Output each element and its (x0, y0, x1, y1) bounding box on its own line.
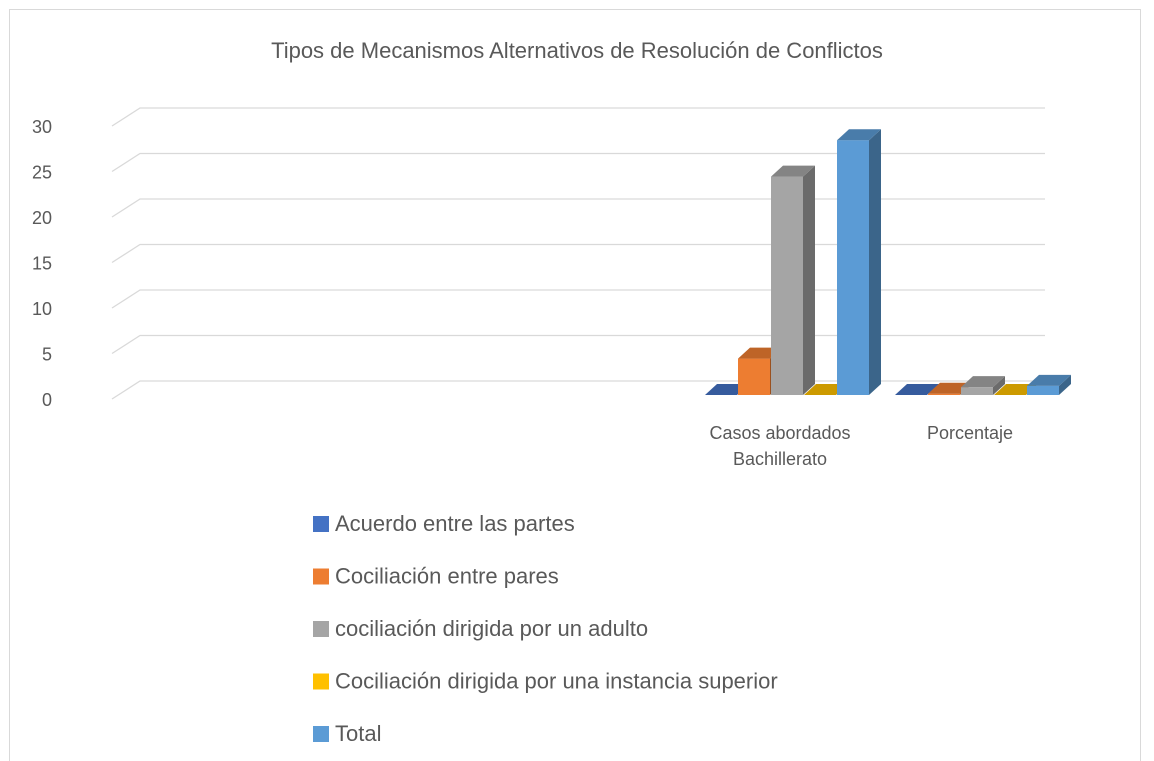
legend-swatch (313, 516, 329, 532)
y-tick-label: 30 (32, 117, 52, 137)
bar-top (895, 384, 939, 395)
legend-label: Cociliación entre pares (335, 563, 559, 588)
legend-swatch (313, 673, 329, 690)
grid-line (111, 334, 1045, 355)
legend-label: cociliación dirigida por un adulto (335, 616, 648, 641)
bar (771, 176, 803, 395)
legend-swatch (313, 621, 329, 637)
bar-top (837, 129, 881, 141)
y-tick-label: 5 (42, 344, 52, 364)
y-tick-label: 20 (32, 208, 52, 228)
legend-swatch (313, 568, 329, 585)
bar (738, 358, 770, 395)
bar-side (803, 165, 815, 395)
y-tick-label: 10 (32, 299, 52, 319)
bar-top (771, 165, 815, 177)
bar (1027, 385, 1059, 395)
y-tick-label: 0 (42, 390, 52, 410)
legend-label: Acuerdo entre las partes (335, 511, 575, 536)
bar (928, 393, 960, 395)
x-tick-label: Casos abordados Bachillerato (709, 423, 851, 469)
chart-border (9, 9, 1141, 761)
grid-line (111, 107, 1045, 127)
y-tick-label: 15 (32, 253, 52, 273)
bar-side (993, 376, 1005, 395)
legend-label: Cociliación dirigida por una instancia s… (335, 668, 778, 693)
bar (837, 140, 869, 395)
bar-side (869, 129, 881, 395)
bar-side (1059, 374, 1071, 395)
bar-top (1027, 374, 1071, 386)
y-tick-label: 25 (32, 162, 52, 182)
grid-line (111, 243, 1045, 264)
bar (961, 387, 993, 395)
x-tick-label: Porcentaje (926, 423, 1014, 443)
grid-line (111, 152, 1045, 173)
chart-title: Tipos de Mecanismos Alternativos de Reso… (271, 38, 883, 63)
grid-line (111, 289, 1045, 309)
legend-swatch (313, 726, 329, 742)
grid-line (111, 198, 1045, 218)
legend-label: Total (335, 721, 381, 746)
bar-top (961, 376, 1005, 388)
